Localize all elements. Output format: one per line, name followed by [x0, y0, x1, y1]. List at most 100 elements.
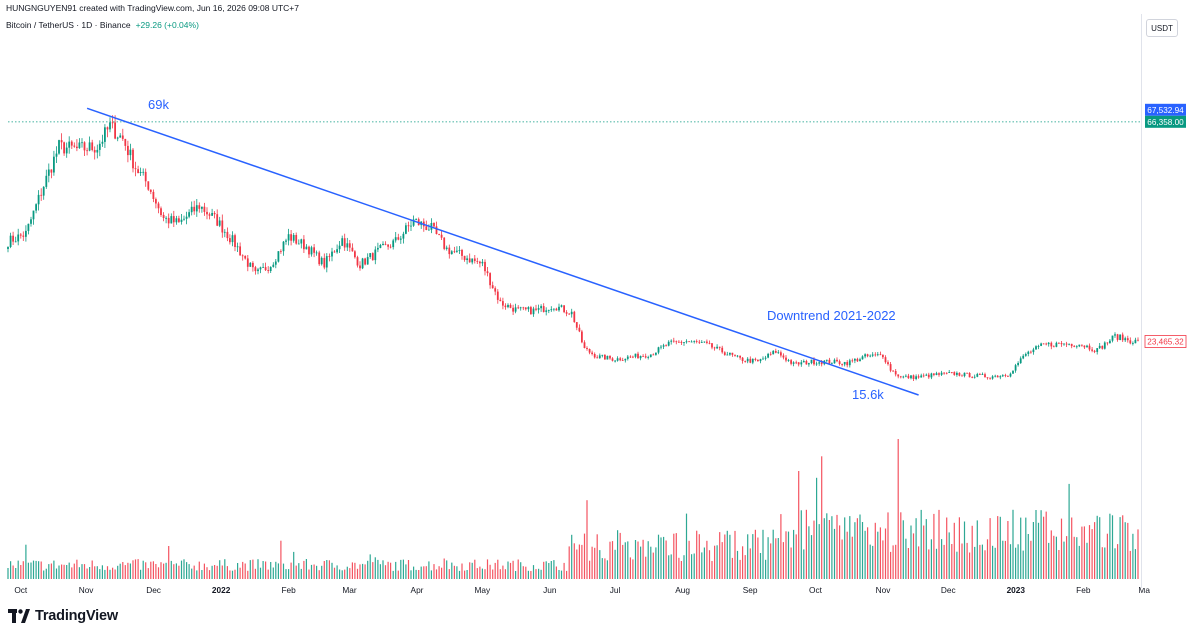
volume-bar	[839, 525, 841, 579]
volume-bar	[83, 564, 86, 579]
candle-body	[1068, 343, 1070, 345]
candle-body	[387, 244, 389, 247]
candle-body	[560, 305, 563, 307]
volume-bar	[803, 549, 805, 579]
x-tick-label: Nov	[79, 585, 95, 595]
candle-body	[201, 206, 203, 209]
volume-bar	[423, 566, 425, 579]
volume-bar	[479, 566, 481, 579]
currency-button[interactable]: USDT	[1146, 19, 1178, 37]
volume-bar	[387, 561, 389, 579]
price-change: +29.26 (+0.04%)	[135, 20, 199, 30]
candle-body	[183, 218, 185, 220]
volume-bar	[979, 544, 981, 579]
candle-body	[718, 346, 721, 348]
volume-bar	[1035, 510, 1037, 579]
volume-bar	[555, 566, 557, 579]
annotation-69k: 69k	[148, 97, 169, 112]
volume-bar	[196, 570, 198, 579]
volume-bar	[609, 541, 611, 579]
candle-body	[624, 358, 627, 361]
volume-bar	[1081, 526, 1083, 579]
candle-body	[1004, 375, 1007, 376]
volume-bar	[7, 568, 9, 579]
candle-body	[780, 352, 782, 356]
volume-bar	[897, 439, 899, 579]
candle-body	[1001, 375, 1004, 377]
volume-bar	[793, 529, 795, 579]
symbol-info[interactable]: Bitcoin / TetherUS · 1D · Binance +29.26 …	[6, 20, 199, 30]
candle-body	[831, 363, 833, 365]
candle-body	[512, 307, 514, 312]
volume-bar	[224, 559, 226, 579]
volume-bar	[1020, 517, 1022, 579]
volume-bar	[573, 543, 575, 579]
volume-bar	[629, 557, 631, 579]
candle-body	[828, 359, 831, 364]
candle-body	[558, 306, 560, 311]
volume-bar	[237, 563, 239, 579]
volume-bar	[504, 569, 506, 579]
volume-bar	[706, 540, 708, 579]
volume-bar	[392, 570, 394, 579]
candle-body	[149, 189, 152, 192]
candle-body	[1065, 343, 1068, 345]
candle-body	[616, 358, 619, 361]
candle-body	[688, 341, 690, 343]
volume-bar	[267, 569, 269, 579]
candle-body	[1009, 373, 1012, 377]
candle-body	[820, 362, 823, 365]
candle-body	[611, 358, 614, 361]
volume-bar	[675, 533, 677, 579]
volume-bar	[765, 559, 767, 579]
volume-bar	[494, 562, 496, 579]
volume-bar	[418, 570, 420, 579]
volume-bar	[474, 559, 476, 579]
volume-bar	[754, 529, 756, 579]
candle-body	[116, 137, 119, 139]
volume-bar	[443, 558, 445, 579]
volume-bar	[486, 559, 489, 579]
candle-body	[1083, 345, 1086, 348]
volume-bar	[157, 567, 160, 579]
candle-body	[874, 354, 877, 356]
candle-body	[736, 355, 739, 357]
volume-bar	[1066, 536, 1068, 579]
candle-body	[519, 307, 522, 309]
volume-bar	[1137, 529, 1139, 579]
volume-bar	[1119, 517, 1121, 579]
volume-bar	[277, 563, 279, 579]
volume-bar	[680, 561, 682, 579]
candle-body	[764, 357, 767, 359]
candle-body	[405, 225, 407, 234]
volume-bar	[438, 566, 440, 579]
candle-body	[188, 212, 190, 217]
candle-body	[114, 122, 116, 139]
volume-bar	[285, 569, 287, 579]
volume-bar	[1111, 515, 1114, 579]
candle-body	[1098, 345, 1101, 349]
candle-body	[134, 168, 137, 170]
price-axis[interactable]	[1141, 14, 1199, 588]
volume-bar	[701, 552, 703, 579]
candle-body	[912, 375, 915, 379]
candle-body	[685, 341, 688, 343]
candle-body	[1042, 343, 1045, 345]
volume-bar	[425, 566, 427, 579]
volume-bar	[127, 562, 129, 579]
logo-text: TradingView	[35, 608, 118, 624]
volume-bar	[1009, 544, 1012, 579]
candle-body	[397, 237, 400, 240]
volume-bar	[1083, 526, 1085, 579]
candle-body	[537, 308, 540, 310]
candle-body	[282, 241, 285, 252]
volume-bar	[17, 560, 19, 579]
candle-body	[1111, 335, 1114, 341]
candle-body	[1129, 340, 1132, 344]
candle-body	[690, 341, 693, 343]
candle-body	[1114, 334, 1116, 336]
volume-bar	[836, 514, 838, 579]
volume-bar	[634, 540, 637, 579]
volume-bar	[780, 514, 782, 579]
